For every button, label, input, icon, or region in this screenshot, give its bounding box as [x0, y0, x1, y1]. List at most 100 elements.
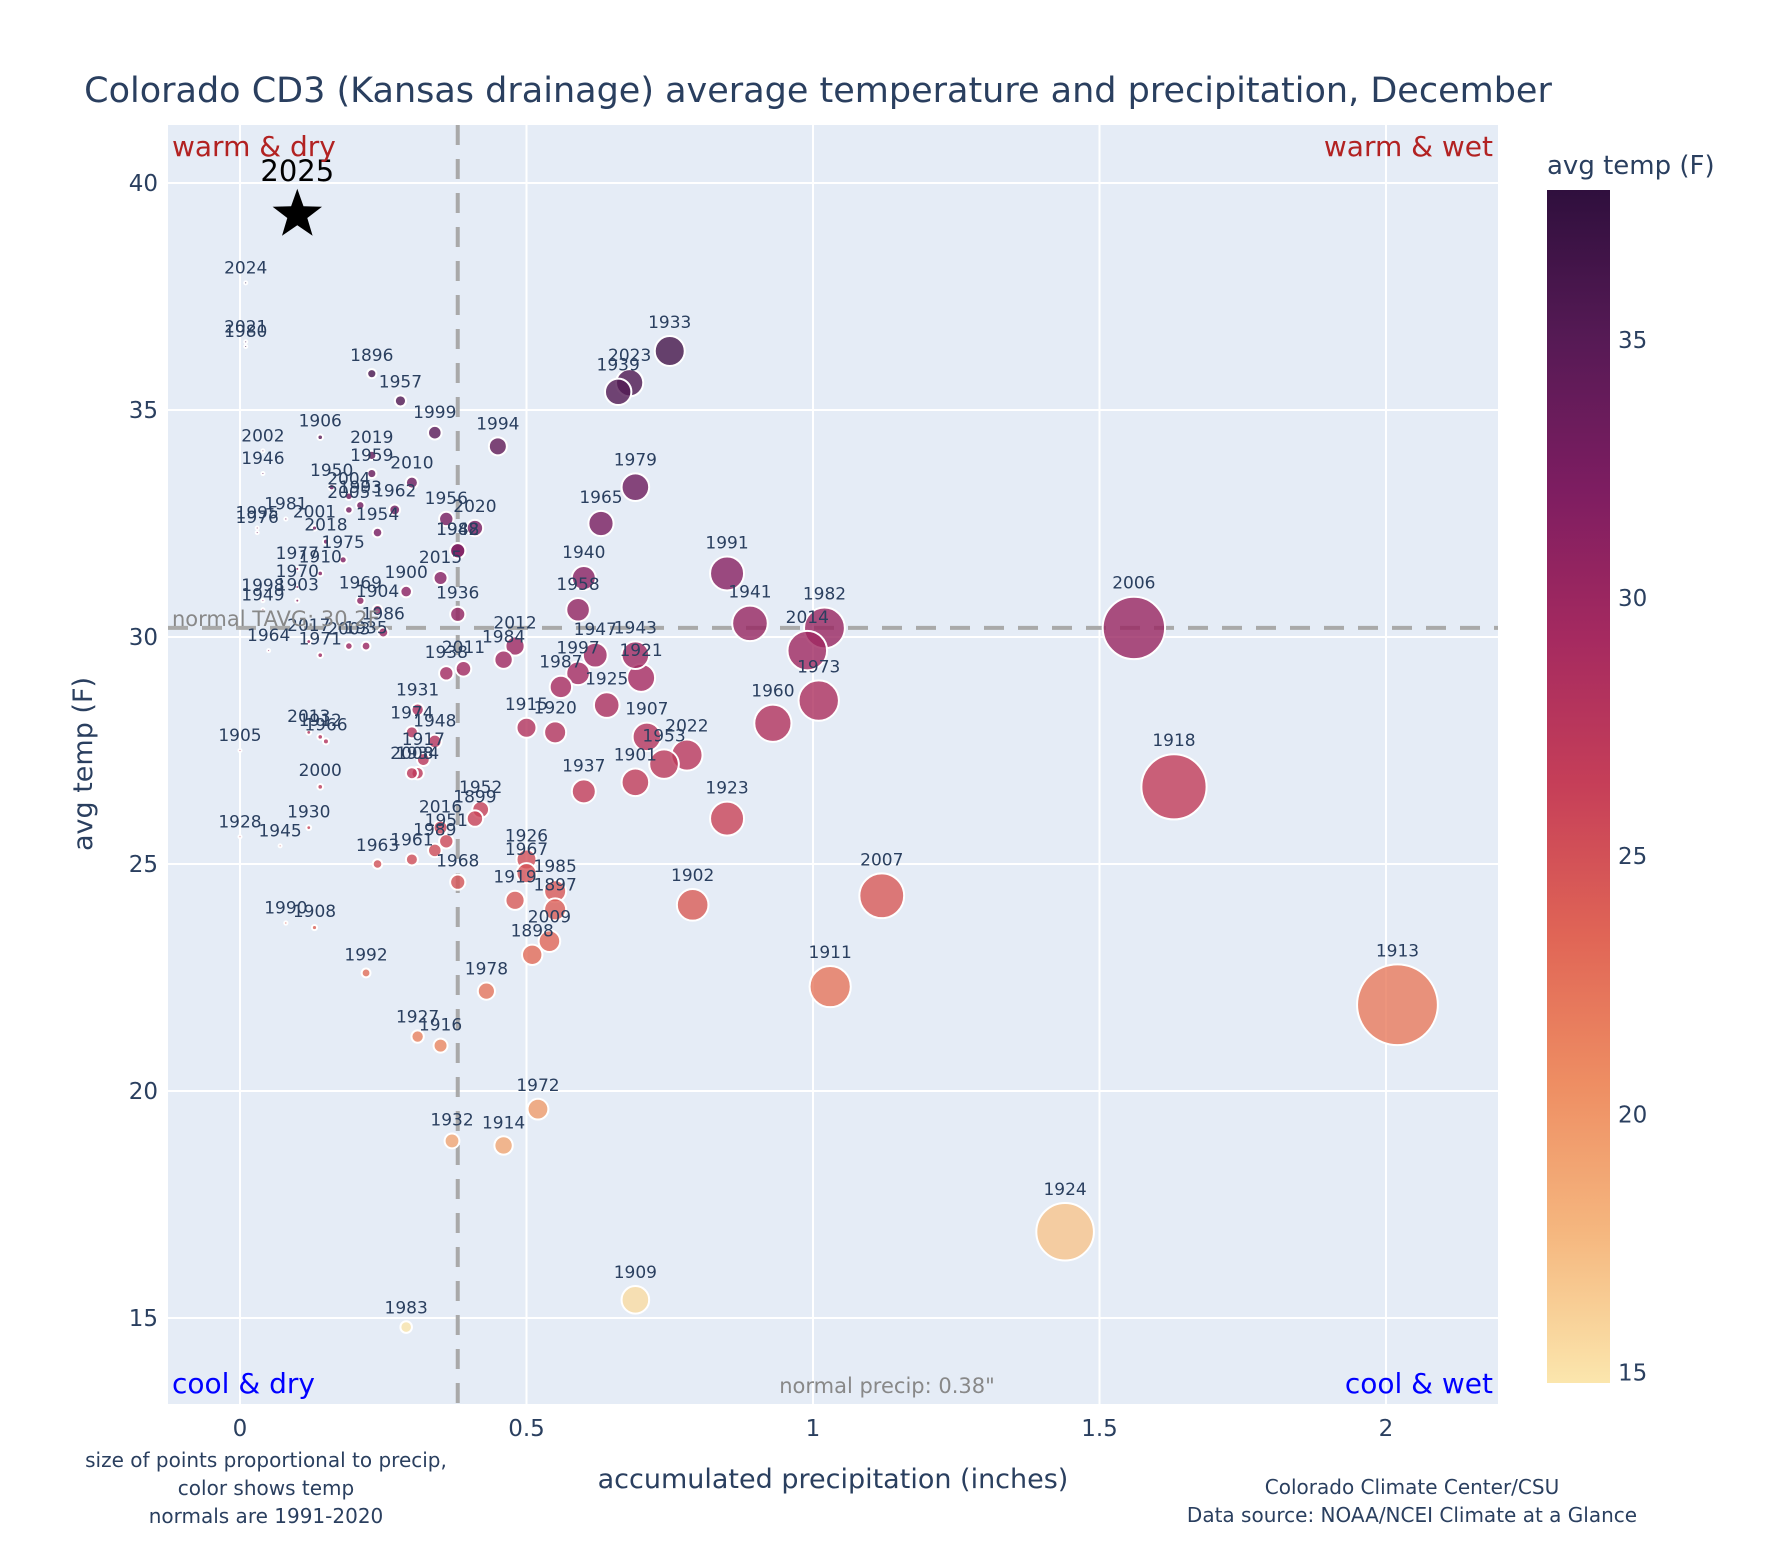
data-point-1933 — [653, 334, 686, 367]
point-label-1937: 1937 — [562, 756, 605, 776]
point-label-2000: 2000 — [299, 761, 342, 781]
point-label-1945: 1945 — [258, 821, 301, 841]
data-point-1908 — [310, 923, 319, 932]
data-point-1967 — [515, 862, 538, 885]
data-point-1911 — [808, 964, 852, 1009]
data-point-1961 — [404, 852, 419, 867]
point-label-1976: 1976 — [236, 508, 279, 528]
point-label-1975: 1975 — [322, 533, 365, 553]
point-label-1921: 1921 — [619, 641, 662, 661]
size-note-line-1: size of points proportional to precip, — [85, 1448, 447, 1472]
data-point-1997 — [565, 660, 591, 687]
x-tick-label: 1.5 — [1081, 1416, 1118, 1442]
data-point-1953 — [648, 748, 680, 780]
point-label-1998: 1998 — [241, 576, 284, 596]
data-point-1938 — [438, 665, 455, 682]
x-axis-title: accumulated precipitation (inches) — [598, 1464, 1069, 1495]
data-point-1928 — [237, 834, 243, 840]
data-point-2012 — [504, 635, 526, 657]
point-label-1908: 1908 — [293, 902, 336, 922]
data-point-1951 — [438, 833, 455, 850]
point-label-1912: 1912 — [299, 711, 342, 731]
data-point-1993 — [355, 500, 366, 511]
data-point-2006 — [1101, 595, 1167, 661]
data-point-2016 — [432, 819, 449, 836]
data-point-2001 — [310, 524, 319, 532]
colorbar-tick-label: 20 — [1618, 1102, 1647, 1128]
data-point-2000 — [316, 783, 325, 791]
point-label-2015: 2015 — [419, 548, 462, 568]
point-label-1960: 1960 — [751, 682, 794, 702]
data-point-1949 — [260, 607, 266, 613]
data-point-1987 — [548, 674, 574, 700]
point-label-2004: 2004 — [327, 469, 370, 489]
point-label-2018: 2018 — [304, 516, 347, 536]
point-label-1971: 1971 — [299, 629, 342, 649]
point-label-1946: 1946 — [241, 449, 284, 469]
data-point-1923 — [709, 800, 746, 837]
point-label-1956: 1956 — [425, 489, 468, 509]
star-marker-2025 — [272, 188, 322, 236]
data-point-1998 — [260, 598, 266, 604]
data-point-1940 — [570, 564, 597, 591]
point-label-2020: 2020 — [453, 497, 496, 517]
point-label-2022: 2022 — [665, 716, 708, 736]
data-point-1972 — [526, 1097, 550, 1121]
data-point-1968 — [449, 873, 467, 891]
data-point-1924 — [1035, 1201, 1095, 1262]
data-point-1958 — [565, 596, 591, 623]
data-point-1898 — [521, 943, 544, 966]
point-label-1951: 1951 — [425, 811, 468, 831]
data-point-1964 — [266, 648, 272, 654]
data-points — [237, 280, 1439, 1334]
point-label-2003: 2003 — [327, 619, 370, 639]
chart-title: Colorado CD3 (Kansas drainage) average t… — [84, 71, 1552, 111]
data-point-1909 — [620, 1285, 651, 1315]
point-label-1911: 1911 — [809, 943, 852, 963]
point-label-1904: 1904 — [356, 582, 399, 602]
data-point-2009 — [537, 929, 562, 953]
point-label-2007: 2007 — [860, 850, 903, 870]
data-point-1912 — [316, 733, 325, 741]
data-point-1943 — [620, 640, 651, 670]
data-point-1970 — [294, 584, 301, 591]
data-point-1914 — [493, 1135, 514, 1156]
point-label-1992: 1992 — [344, 946, 387, 966]
point-label-1915: 1915 — [505, 695, 548, 715]
data-point-1994 — [487, 436, 508, 457]
point-label-1920: 1920 — [534, 698, 577, 718]
point-label-1999: 1999 — [413, 403, 456, 423]
data-point-1913 — [1356, 963, 1439, 1047]
data-point-1948 — [427, 733, 443, 750]
point-label-1962: 1962 — [373, 481, 416, 501]
point-label-1932: 1932 — [430, 1111, 473, 1131]
data-point-1918 — [1140, 753, 1208, 821]
data-point-1990 — [283, 920, 289, 926]
highlight-label-2025: 2025 — [260, 154, 334, 188]
data-point-1920 — [543, 720, 568, 745]
data-point-1960 — [753, 703, 793, 743]
data-point-2020 — [465, 518, 485, 538]
data-point-1962 — [388, 503, 402, 517]
x-tick-label: 1 — [806, 1416, 821, 1442]
point-label-1980: 1980 — [224, 322, 267, 342]
data-point-2004 — [344, 491, 354, 502]
colorbar-title: avg temp (F) — [1547, 151, 1715, 181]
point-label-1943: 1943 — [614, 618, 657, 638]
point-label-2024: 2024 — [224, 258, 267, 278]
point-label-1954: 1954 — [356, 505, 399, 525]
colorbar-ticks: 15 20 25 30 35 — [1618, 328, 1647, 1387]
point-label-1905: 1905 — [218, 726, 261, 746]
data-point-1971 — [316, 651, 325, 659]
colorbar-tick-label: 30 — [1618, 586, 1647, 612]
data-point-1981 — [283, 516, 289, 522]
point-label-1898: 1898 — [511, 922, 554, 942]
x-tick-label: 0.5 — [508, 1416, 545, 1442]
data-point-1991 — [709, 555, 746, 592]
point-label-1918: 1918 — [1152, 731, 1195, 751]
point-label-1942: 1942 — [436, 520, 479, 540]
data-point-2014 — [786, 629, 829, 672]
y-tick-label: 25 — [129, 852, 158, 878]
normal-temp-label: normal TAVG: 30.2F — [172, 607, 380, 631]
